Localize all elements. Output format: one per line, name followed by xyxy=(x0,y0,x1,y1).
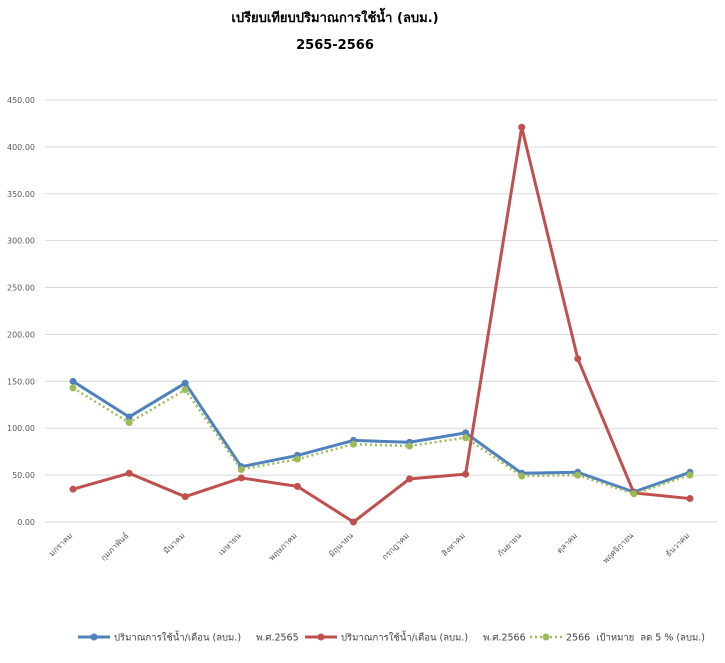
series-line xyxy=(72,386,691,496)
y-tick-label: 250.00 xyxy=(7,284,35,293)
chart-subtitle: 2565-2566 xyxy=(296,38,374,53)
y-tick-label: 100.00 xyxy=(7,424,35,433)
data-point xyxy=(181,493,189,501)
data-point xyxy=(69,384,77,392)
data-point xyxy=(349,518,357,526)
x-tick-label: กันยายน xyxy=(496,531,524,559)
data-point xyxy=(69,485,77,493)
legend-label: ปริมาณการใช้น้ำ/เดือน (ลบม.) พ.ศ.2565 xyxy=(114,631,299,644)
legend-marker xyxy=(542,633,550,641)
data-point xyxy=(686,471,694,479)
data-point xyxy=(574,355,582,363)
x-tick-label: มีนาคม xyxy=(162,531,187,556)
data-point xyxy=(462,434,470,442)
x-tick-label: สิงหาคม xyxy=(440,531,467,558)
y-tick-label: 150.00 xyxy=(7,377,35,386)
data-point xyxy=(406,442,414,450)
chart-title: เปรียบเทียบปริมาณการใช้น้ำ (ลบม.) xyxy=(231,7,438,26)
series-line xyxy=(72,380,691,494)
legend-label: ปริมาณการใช้น้ำ/เดือน (ลบม.) พ.ศ.2566 xyxy=(341,631,526,644)
data-point xyxy=(293,482,301,490)
data-point xyxy=(69,377,77,385)
data-point xyxy=(349,440,357,448)
legend-label: 2566 เป้าหมาย ลด 5 % (ลบม.) xyxy=(566,633,705,644)
y-tick-label: 200.00 xyxy=(7,330,35,339)
x-tick-label: พฤษภาคม xyxy=(267,531,299,563)
series-line xyxy=(72,125,691,524)
data-point xyxy=(462,470,470,478)
x-tick-label: พฤศจิกายน xyxy=(601,531,636,566)
y-tick-label: 0.00 xyxy=(17,518,35,527)
data-point xyxy=(125,413,133,421)
x-tick-label: กุมภาพันธ์ xyxy=(98,530,130,562)
legend-marker xyxy=(317,633,325,641)
y-tick-label: 300.00 xyxy=(7,237,35,246)
data-point xyxy=(237,474,245,482)
y-tick-label: 350.00 xyxy=(7,190,35,199)
x-tick-label: ธันวาคม xyxy=(664,531,692,559)
data-point xyxy=(406,475,414,483)
data-point xyxy=(518,472,526,480)
y-tick-label: 450.00 xyxy=(7,96,35,105)
data-point xyxy=(686,495,694,503)
data-point xyxy=(181,379,189,387)
x-tick-label: ตุลาคม xyxy=(555,531,579,555)
y-tick-label: 50.00 xyxy=(12,471,35,480)
x-tick-label: มิถุนายน xyxy=(327,531,355,559)
data-point xyxy=(630,490,638,498)
data-point xyxy=(518,123,526,131)
data-point xyxy=(293,455,301,463)
data-point xyxy=(125,419,133,427)
data-point xyxy=(237,465,245,473)
x-tick-label: มกราคม xyxy=(47,531,74,558)
x-tick-label: กรกฎาคม xyxy=(380,531,411,562)
legend-marker xyxy=(90,633,98,641)
data-point xyxy=(574,471,582,479)
data-point xyxy=(125,469,133,477)
x-tick-label: เมษายน xyxy=(217,531,243,557)
data-point xyxy=(181,386,189,394)
y-tick-label: 400.00 xyxy=(7,143,35,152)
